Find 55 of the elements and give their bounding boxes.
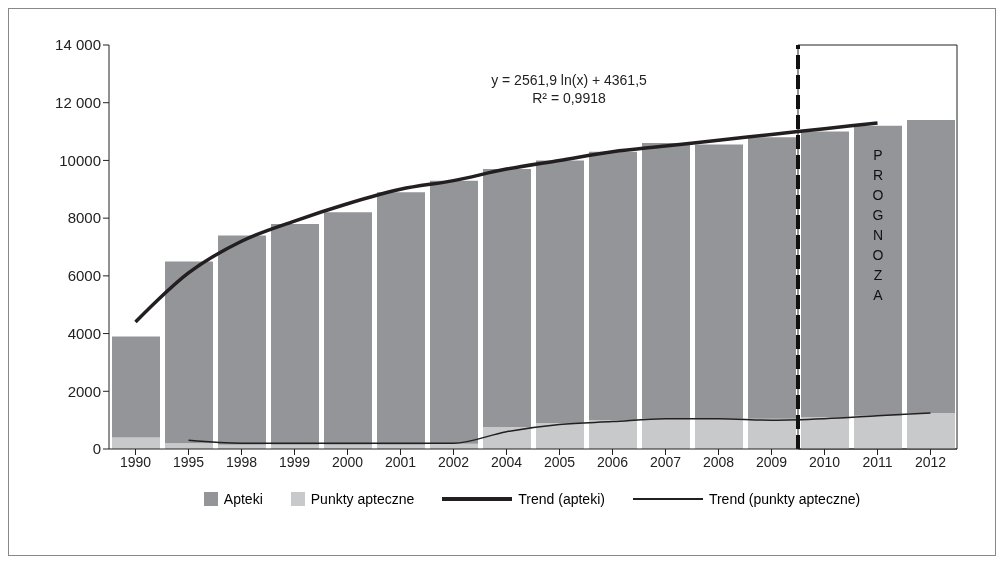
bar [271,223,319,445]
legend-label: Trend (apteki) [517,491,605,507]
bar [430,180,478,444]
x-tick-label: 2001 [384,453,417,470]
legend-label: Apteki [222,491,263,507]
bar [589,420,637,449]
x-tick-label: 1995 [172,453,205,470]
band-label: PROGNOZA [872,147,884,303]
x-tick-label: 2006 [596,453,629,470]
x-tick-label: 2002 [437,453,470,470]
x-tick-label: 1999 [278,453,311,470]
bar [536,423,584,449]
bar [483,169,531,428]
line-series [187,412,932,444]
bar [748,418,796,449]
y-tick-label: 14 000 [55,36,101,54]
bar [801,417,849,449]
y-tick-label: 6000 [67,267,101,285]
bar [218,235,266,445]
y-tick-label: 2000 [67,382,101,400]
y-tick-label: 8000 [67,209,101,227]
bar [907,120,955,413]
bar [695,144,743,419]
bar [165,261,213,444]
x-tick-label: 2011 [862,453,893,470]
bar [536,160,584,424]
bar [695,418,743,449]
bar [854,415,902,449]
legend-label: Punkty apteczne [309,491,415,507]
x-tick-label: 2012 [914,453,947,470]
x-tick-label: 1998 [225,453,258,470]
y-tick-label: 12 000 [55,94,101,112]
x-tick-label: 2007 [649,453,682,470]
x-tick-label: 1990 [119,453,152,470]
y-tick-label: 4000 [67,324,101,342]
x-tick-label: 2009 [755,453,788,470]
bar [642,418,690,449]
y-tick-label: 0 [92,440,101,458]
bar [907,412,955,449]
bar [642,143,690,419]
bar [112,336,160,438]
bar [854,125,902,416]
x-tick-label: 2000 [331,453,364,470]
annotation: R² = 0,9918 [531,89,607,107]
legend-label: Trend (punkty apteczne) [707,491,861,507]
bar [324,212,372,445]
x-tick-label: 2008 [702,453,735,470]
bar [589,151,637,421]
x-tick-label: 2010 [808,453,841,470]
bar [377,192,425,445]
x-tick-label: 2005 [543,453,576,470]
annotation: y = 2561,9 ln(x) + 4361,5 [490,71,648,89]
y-tick-label: 10000 [59,151,101,169]
x-tick-label: 2004 [490,453,523,470]
bar [112,437,160,449]
